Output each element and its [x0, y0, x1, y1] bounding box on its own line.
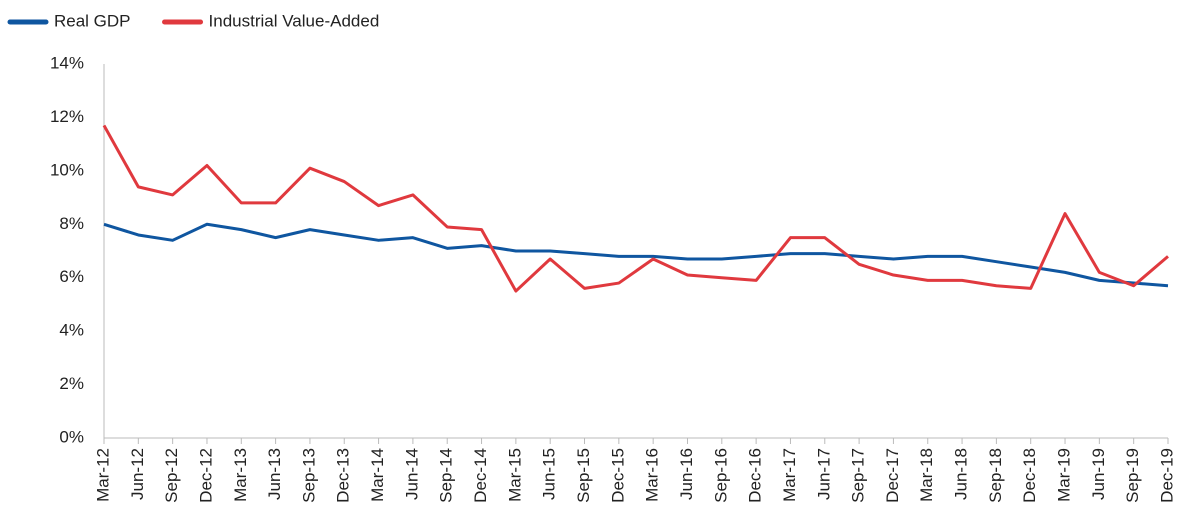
y-tick-label: 14%	[50, 53, 84, 72]
x-tick-label: Jun-14	[402, 448, 421, 500]
x-tick-label: Mar-18	[917, 448, 936, 502]
x-tick-label: Mar-14	[368, 448, 387, 502]
y-tick-label: 4%	[59, 321, 84, 340]
x-tick-label: Mar-19	[1055, 448, 1074, 502]
x-tick-label: Sep-18	[986, 448, 1005, 503]
x-tick-label: Dec-19	[1157, 448, 1176, 503]
legend-label: Industrial Value-Added	[209, 11, 380, 30]
x-tick-label: Mar-15	[505, 448, 524, 502]
x-tick-label: Sep-17	[849, 448, 868, 503]
x-tick-label: Sep-12	[162, 448, 181, 503]
y-tick-label: 12%	[50, 107, 84, 126]
x-tick-label: Mar-16	[643, 448, 662, 502]
x-tick-label: Dec-12	[196, 448, 215, 503]
x-tick-label: Dec-15	[608, 448, 627, 503]
x-tick-label: Jun-12	[128, 448, 147, 500]
legend-label: Real GDP	[54, 11, 131, 30]
x-tick-label: Sep-16	[711, 448, 730, 503]
y-tick-label: 2%	[59, 374, 84, 393]
series-line	[102, 124, 1169, 293]
x-tick-label: Jun-13	[265, 448, 284, 500]
y-tick-label: 0%	[59, 427, 84, 446]
x-tick-label: Mar-17	[780, 448, 799, 502]
x-tick-label: Dec-13	[334, 448, 353, 503]
x-tick-label: Sep-13	[299, 448, 318, 503]
x-tick-label: Jun-15	[540, 448, 559, 500]
x-tick-label: Sep-15	[574, 448, 593, 503]
x-tick-label: Dec-18	[1020, 448, 1039, 503]
x-tick-label: Mar-13	[231, 448, 250, 502]
x-tick-label: Jun-17	[814, 448, 833, 500]
y-tick-label: 6%	[59, 267, 84, 286]
x-tick-label: Jun-18	[952, 448, 971, 500]
x-tick-label: Dec-17	[883, 448, 902, 503]
x-tick-label: Jun-16	[677, 448, 696, 500]
x-tick-label: Jun-19	[1089, 448, 1108, 500]
y-tick-label: 8%	[59, 214, 84, 233]
y-tick-label: 10%	[50, 160, 84, 179]
x-tick-label: Dec-16	[746, 448, 765, 503]
series-line	[103, 222, 1169, 288]
x-tick-label: Dec-14	[471, 448, 490, 503]
x-tick-label: Sep-19	[1123, 448, 1142, 503]
x-tick-label: Mar-12	[93, 448, 112, 502]
x-tick-label: Sep-14	[437, 448, 456, 503]
